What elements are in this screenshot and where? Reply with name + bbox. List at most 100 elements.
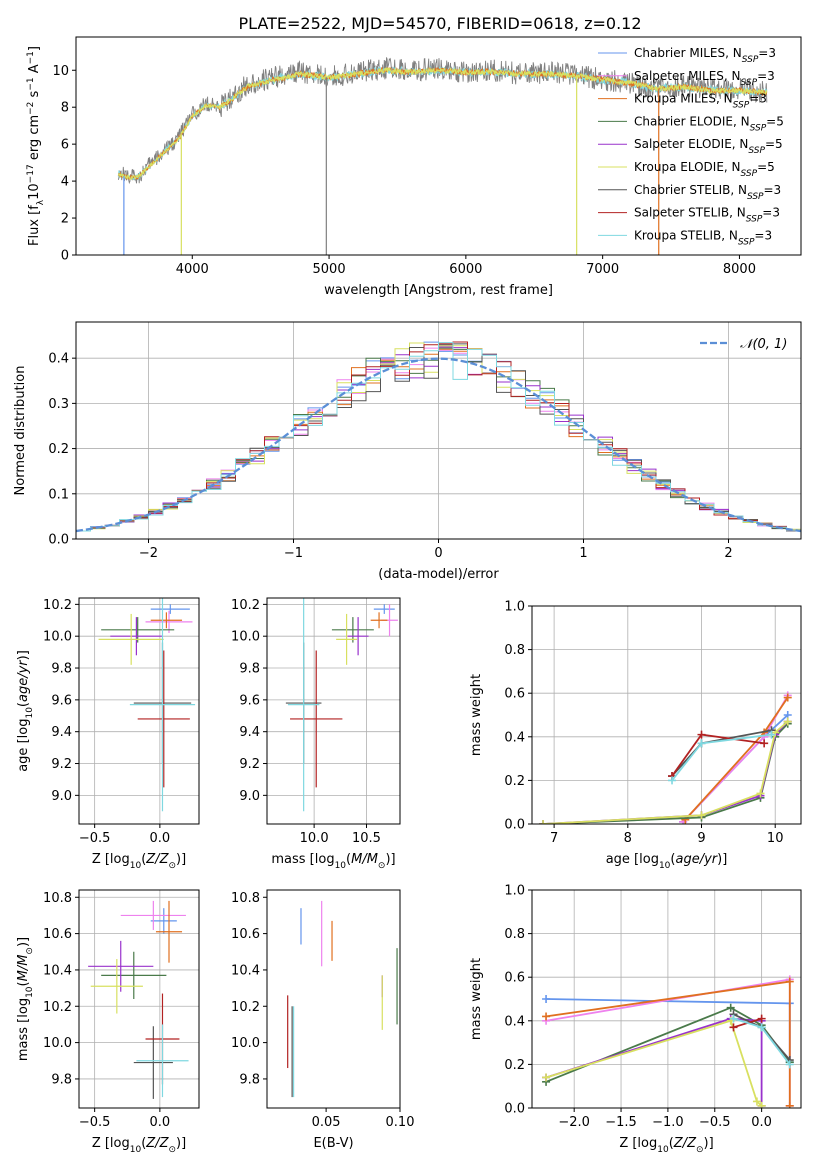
series-salpeter-elodie <box>542 1014 766 1108</box>
y-axis-label: mass [log10(M/M⊙)] <box>16 937 35 1061</box>
y-tick-label: 9.0 <box>239 789 260 804</box>
x-axis-label: Z [log10(Z/Z⊙)] <box>619 1136 713 1155</box>
x-tick-label: −2 <box>139 546 158 561</box>
data-point <box>783 717 792 726</box>
grid <box>79 598 199 824</box>
y-tick-label: 10.0 <box>231 1036 260 1051</box>
legend: 𝒩(0, 1) <box>700 337 787 352</box>
x-tick-label: 8 <box>624 831 632 846</box>
legend-label: Salpeter STELIB, NSSP=3 <box>634 206 780 225</box>
plot-area <box>117 57 768 255</box>
series-line <box>545 1019 763 1107</box>
errorbar-kroupa-stelib <box>287 598 320 812</box>
panel-age-vs-mass: 10.0 10.5 9.0 9.2 9.4 9.6 9.8 10.0 10.2 mass [log… <box>231 597 401 871</box>
x-axis-label: E(B-V) <box>313 1136 353 1151</box>
y-tick-label: 4 <box>61 175 69 190</box>
y-tick-label: 9.2 <box>51 757 72 772</box>
x-tick-label: −0.5 <box>79 831 111 846</box>
panel-mass-vs-Z: −0.5 0.0 9.8 10.0 10.2 10.4 10.6 10.8 Z [log10(Z… <box>16 889 200 1155</box>
x-tick-label: 4000 <box>176 262 209 277</box>
plot-area <box>287 900 398 1098</box>
panel-mass-vs-EBV: 0.05 0.10 9.8 10.0 10.2 10.4 10.6 10.8 E(B-V) <box>231 889 415 1151</box>
y-tick-label: 9.4 <box>51 725 72 740</box>
data-point <box>757 1023 766 1032</box>
series-kroupa-elodie <box>542 1016 766 1108</box>
axes-frame <box>531 889 802 1109</box>
x-axis-label: wavelength [Angstrom, rest frame] <box>324 283 553 298</box>
y-axis-label: mass weight <box>469 674 484 756</box>
data-point <box>697 739 706 748</box>
legend-label: Chabrier ELODIE, NSSP=5 <box>634 114 784 133</box>
series-chabrier-stelib <box>668 726 776 781</box>
y-tick-label: 0.3 <box>48 397 69 412</box>
y-tick-label: 10.2 <box>43 598 72 613</box>
x-tick-label: 0.10 <box>386 1115 415 1130</box>
legend-label: Kroupa ELODIE, NSSP=5 <box>634 160 775 179</box>
x-tick-label: −2.0 <box>558 1115 590 1130</box>
x-tick-label: −0.5 <box>79 1115 111 1130</box>
legend-label: Salpeter ELODIE, NSSP=5 <box>634 137 783 156</box>
plot-area <box>76 341 801 533</box>
data-point <box>729 1014 738 1023</box>
errorbar-salpeter-stelib <box>137 650 190 788</box>
errorbar-kroupa-stelib <box>136 1024 189 1098</box>
axes-frame <box>78 597 200 825</box>
series-line <box>543 723 789 824</box>
axes-frame <box>78 889 200 1109</box>
x-tick-label: −1.5 <box>605 1115 637 1130</box>
y-axis-label: mass weight <box>469 958 484 1040</box>
x-axis-label: age [log10(age/yr)] <box>606 852 728 871</box>
y-tick-label: 0.2 <box>48 442 69 457</box>
series-kroupa-elodie <box>539 717 792 824</box>
legend-label: Kroupa STELIB, NSSP=3 <box>634 228 772 247</box>
y-tick-label: 0.1 <box>48 487 69 502</box>
y-tick-label: 1.0 <box>504 884 525 899</box>
data-point <box>757 1014 766 1023</box>
y-tick-label: 0.6 <box>504 971 525 986</box>
grid <box>79 890 199 1108</box>
y-tick-label: 0.6 <box>504 687 525 702</box>
data-point <box>785 1101 794 1108</box>
data-point <box>785 977 794 986</box>
y-tick-label: 10.0 <box>231 630 260 645</box>
panel-mass-weight-vs-Z: −2.0 −1.5 −1.0 −0.5 0.0 0.0 0.2 0.4 0.6 0.8 1.0 Z [… <box>469 884 802 1155</box>
errorbar-chabrier-miles <box>150 604 190 614</box>
plot-area <box>88 900 189 1099</box>
x-tick-label: 0.0 <box>150 1115 171 1130</box>
plot-area <box>539 691 792 824</box>
x-tick-label: 5000 <box>313 262 346 277</box>
errorbar-chabrier-miles <box>373 604 395 614</box>
data-point <box>729 1023 738 1032</box>
x-tick-label: −1.0 <box>652 1115 684 1130</box>
x-tick-label: 6000 <box>449 262 482 277</box>
legend-label: 𝒩(0, 1) <box>740 337 787 352</box>
x-tick-label: 10.0 <box>300 831 329 846</box>
errorbar-salpeter-elodie <box>110 617 163 656</box>
x-tick-label: 9 <box>697 831 705 846</box>
y-tick-label: 2 <box>61 212 69 227</box>
y-tick-label: 1.0 <box>504 600 525 615</box>
data-point <box>785 1060 794 1069</box>
x-tick-label: 0 <box>434 546 442 561</box>
errorbar-chabrier-elodie <box>101 951 167 999</box>
errorbar-salpeter-elodie <box>88 940 154 992</box>
errorbar-kroupa-miles <box>155 900 183 963</box>
y-tick-label: 0.2 <box>504 1058 525 1073</box>
y-tick-label: 0.2 <box>504 774 525 789</box>
y-tick-label: 9.2 <box>239 757 260 772</box>
y-tick-label: 0.0 <box>504 1102 525 1117</box>
x-tick-label: 7 <box>550 831 558 846</box>
y-tick-label: 10.2 <box>43 1000 72 1015</box>
data-point <box>542 1073 551 1082</box>
y-tick-label: 10.2 <box>231 1000 260 1015</box>
y-tick-label: 10.6 <box>43 927 72 942</box>
series-kroupa-stelib <box>729 1014 794 1069</box>
plot-area <box>542 975 794 1108</box>
plot-area <box>285 598 398 812</box>
y-tick-label: 10.8 <box>43 891 72 906</box>
errorbar-kroupa-miles <box>150 612 183 629</box>
y-tick-label: 0.4 <box>504 1014 525 1029</box>
y-tick-label: 0.0 <box>504 818 525 833</box>
